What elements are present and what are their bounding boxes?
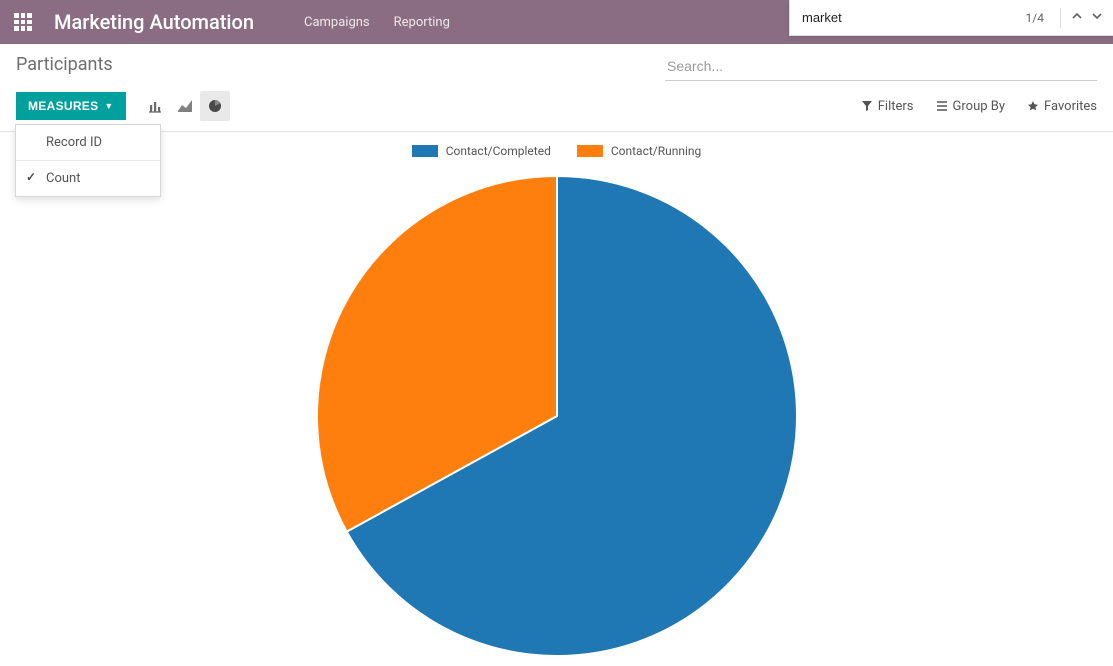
- nav-link-reporting[interactable]: Reporting: [394, 15, 450, 30]
- list-icon: [936, 100, 948, 112]
- legend-swatch-1: [577, 145, 603, 157]
- measures-label: MEASURES: [28, 99, 98, 113]
- favorites-button[interactable]: Favorites: [1027, 99, 1097, 114]
- chart-area: Contact/Completed Contact/Running: [0, 132, 1113, 666]
- legend-item-1[interactable]: Contact/Running: [577, 144, 701, 158]
- toolbar: MEASURES ▼ Filters Group By Favorites: [0, 85, 1113, 132]
- chart-type-group: [140, 91, 230, 121]
- measures-option-count[interactable]: Count: [16, 161, 160, 196]
- group-by-button[interactable]: Group By: [936, 99, 1006, 114]
- chart-legend: Contact/Completed Contact/Running: [0, 144, 1113, 158]
- nav-link-campaigns[interactable]: Campaigns: [304, 15, 370, 30]
- favorites-label: Favorites: [1044, 99, 1097, 114]
- legend-swatch-0: [412, 145, 438, 157]
- find-in-page-bar: 1/4: [789, 0, 1113, 36]
- legend-label-1: Contact/Running: [611, 144, 701, 158]
- caret-down-icon: ▼: [104, 101, 113, 111]
- group-by-label: Group By: [953, 99, 1006, 114]
- apps-icon[interactable]: [14, 13, 32, 31]
- line-chart-icon[interactable]: [170, 91, 200, 121]
- bar-chart-icon[interactable]: [140, 91, 170, 121]
- legend-item-0[interactable]: Contact/Completed: [412, 144, 551, 158]
- measures-button[interactable]: MEASURES ▼: [16, 92, 126, 120]
- find-next-icon[interactable]: [1087, 10, 1107, 26]
- find-separator: [1060, 8, 1061, 28]
- pie-chart: [297, 166, 817, 666]
- filters-label: Filters: [878, 99, 914, 114]
- page-title: Participants: [16, 54, 113, 75]
- subheader: Participants: [0, 44, 1113, 85]
- search-input[interactable]: [665, 54, 1097, 81]
- pie-chart-icon[interactable]: [200, 91, 230, 121]
- brand-title: Marketing Automation: [54, 10, 254, 34]
- find-input[interactable]: [802, 10, 1016, 25]
- measures-dropdown: Record ID Count: [15, 124, 161, 197]
- filters-button[interactable]: Filters: [861, 99, 914, 114]
- measures-option-record-id[interactable]: Record ID: [16, 125, 160, 160]
- find-prev-icon[interactable]: [1067, 10, 1087, 26]
- legend-label-0: Contact/Completed: [446, 144, 551, 158]
- funnel-icon: [861, 100, 873, 112]
- star-icon: [1027, 100, 1039, 112]
- find-count: 1/4: [1026, 11, 1044, 25]
